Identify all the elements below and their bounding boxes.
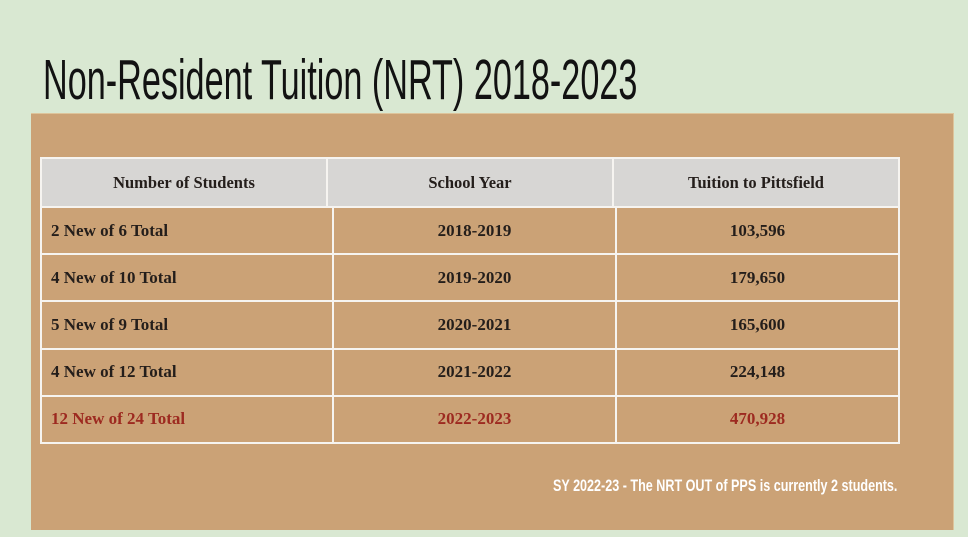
footnote-text: SY 2022-23 - The NRT OUT of PPS is curre… (552, 476, 897, 495)
school-year-cell: 2020-2021 (332, 302, 615, 348)
tuition-cell: 470,928 (615, 396, 898, 443)
table-row: 2 New of 6 Total 2018-2019 103,596 (42, 206, 898, 254)
school-year-cell: 2019-2020 (332, 255, 615, 301)
table-header-row: Number of Students School Year Tuition t… (42, 159, 898, 206)
school-year-cell: 2021-2022 (332, 349, 615, 395)
school-year-cell: 2022-2023 (332, 396, 615, 443)
table-row: 4 New of 10 Total 2019-2020 179,650 (42, 253, 898, 301)
students-cell: 4 New of 10 Total (42, 255, 332, 301)
slide-title: Non-Resident Tuition (NRT) 2018-2023 (43, 48, 638, 112)
header-school-year: School Year (326, 159, 612, 206)
tuition-cell: 165,600 (615, 302, 898, 348)
table-row: 12 New of 24 Total 2022-2023 470,928 (42, 394, 898, 443)
tuition-table: Number of Students School Year Tuition t… (40, 157, 900, 444)
school-year-cell: 2018-2019 (332, 208, 615, 254)
table-row: 4 New of 12 Total 2021-2022 224,148 (42, 347, 898, 395)
tuition-cell: 179,650 (615, 255, 898, 301)
table-row: 5 New of 9 Total 2020-2021 165,600 (42, 300, 898, 348)
tuition-cell: 103,596 (615, 208, 898, 254)
students-cell: 5 New of 9 Total (42, 302, 332, 348)
students-cell: 2 New of 6 Total (42, 208, 332, 254)
header-number-of-students: Number of Students (42, 159, 326, 206)
students-cell: 4 New of 12 Total (42, 349, 332, 395)
tuition-cell: 224,148 (615, 349, 898, 395)
header-tuition-to-pittsfield: Tuition to Pittsfield (612, 159, 898, 206)
students-cell: 12 New of 24 Total (42, 396, 332, 443)
